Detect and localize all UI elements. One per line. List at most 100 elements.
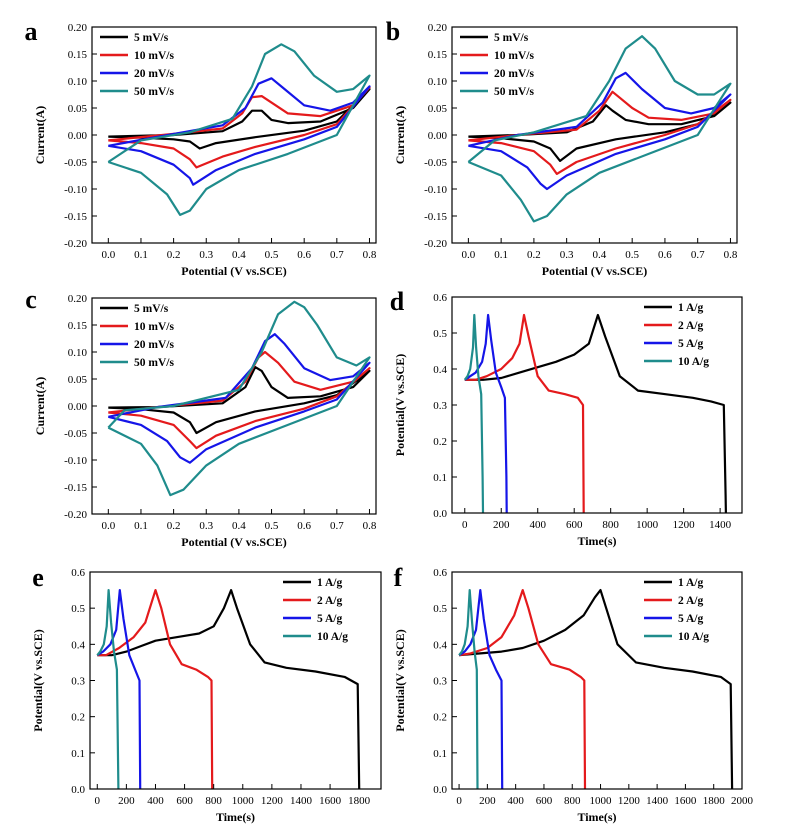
series-line-0	[97, 589, 361, 789]
series-line-2	[464, 313, 508, 513]
legend-label: 5 mV/s	[134, 303, 169, 315]
x-tick-label: 400	[147, 795, 164, 807]
x-tick-label: 1200	[261, 795, 284, 807]
x-tick-label: 0.3	[199, 249, 213, 261]
x-tick-label: 1800	[348, 795, 371, 807]
y-tick-label: -0.15	[64, 482, 87, 494]
legend: 1 A/g 2 A/g 5 A/g 10 A/g	[644, 577, 709, 643]
x-axis-title: Time(s)	[216, 810, 255, 824]
x-tick-label: 0.7	[330, 520, 344, 532]
y-tick-label: 0.3	[433, 676, 447, 688]
y-tick-label: -0.20	[424, 238, 447, 250]
x-axis-title: Potential (V vs.SCE)	[181, 535, 286, 549]
panel-label: e	[32, 563, 44, 592]
x-tick-label: 0.5	[625, 249, 639, 261]
x-tick-label: 1400	[646, 795, 669, 807]
y-tick-label: 0.1	[71, 748, 85, 760]
y-tick-label: 0.15	[68, 49, 88, 61]
x-tick-label: 600	[566, 519, 583, 531]
y-tick-label: 0.20	[68, 293, 88, 305]
x-tick-label: 0.8	[363, 520, 377, 532]
legend-label: 50 mV/s	[134, 357, 174, 369]
series-line-3	[107, 43, 371, 216]
x-tick-label: 0	[462, 519, 468, 531]
y-tick-label: 0.6	[71, 567, 85, 579]
series-line-0	[108, 88, 371, 150]
series-line-1	[97, 589, 214, 789]
legend-label: 5 A/g	[678, 338, 703, 350]
legend-label: 10 mV/s	[494, 50, 534, 62]
series-line-0	[468, 101, 732, 162]
legend-label: 2 A/g	[678, 320, 703, 332]
y-tick-label: -0.10	[424, 184, 447, 196]
y-axis-title: Current(A)	[33, 106, 47, 164]
y-tick-label: 0.1	[433, 472, 447, 484]
legend-label: 1 A/g	[317, 577, 342, 589]
x-tick-label: 0.4	[232, 520, 246, 532]
y-tick-label: 0.05	[68, 374, 88, 386]
legend-label: 5 A/g	[317, 613, 342, 625]
y-tick-label: 0.4	[433, 364, 447, 376]
x-tick-label: 0.0	[101, 520, 115, 532]
y-axis-title: Potential(V vs.SCE)	[393, 629, 407, 731]
x-tick-label: 0.6	[658, 249, 672, 261]
y-tick-label: 0.05	[428, 103, 448, 115]
x-tick-label: 0.8	[363, 249, 377, 261]
y-tick-label: 0.0	[433, 508, 447, 520]
series-line-0	[459, 589, 734, 789]
series-line-0	[108, 366, 371, 435]
legend: 5 mV/s 10 mV/s 20 mV/s 50 mV/s	[100, 303, 174, 369]
legend-label: 10 A/g	[678, 356, 709, 368]
y-axis-title: Current(A)	[33, 377, 47, 435]
y-tick-label: 0.15	[428, 49, 448, 61]
x-tick-label: 0.2	[527, 249, 541, 261]
y-tick-label: 0.10	[68, 347, 88, 359]
x-tick-label: 0.1	[134, 520, 148, 532]
x-tick-label: 1200	[618, 795, 641, 807]
x-tick-label: 400	[507, 795, 524, 807]
x-tick-label: 1600	[319, 795, 342, 807]
x-tick-label: 200	[118, 795, 135, 807]
series-line-2	[96, 589, 142, 789]
series-line-2	[468, 71, 732, 191]
x-tick-label: 0.6	[297, 249, 311, 261]
x-tick-label: 0.0	[101, 249, 115, 261]
y-tick-label: -0.10	[64, 184, 87, 196]
x-tick-label: 0.6	[297, 520, 311, 532]
legend-label: 20 mV/s	[494, 68, 534, 80]
y-tick-label: -0.15	[424, 211, 447, 223]
series-line-3	[107, 300, 371, 497]
panel-e: 0 200 400 600 800 1000 1200 1400 1600 1800 0.0 0.1 0…	[31, 563, 382, 824]
y-tick-label: -0.15	[64, 211, 87, 223]
y-tick-label: 0.2	[71, 712, 85, 724]
x-tick-label: 0.3	[199, 520, 213, 532]
y-tick-label: -0.05	[64, 428, 87, 440]
x-tick-label: 2000	[731, 795, 754, 807]
y-tick-label: 0.0	[433, 784, 447, 796]
x-tick-label: 0.3	[560, 249, 574, 261]
y-axis-title: Potential(V vs.SCE)	[393, 354, 407, 456]
y-tick-label: 0.4	[433, 639, 447, 651]
y-tick-label: 0.5	[71, 603, 85, 615]
panel-a: 0.0 0.1 0.2 0.3 0.4 0.5 0.6 0.7 0.8 -0.20 -0.15 -0.…	[25, 17, 377, 278]
y-tick-label: 0.0	[71, 784, 85, 796]
x-tick-label: 0.1	[134, 249, 148, 261]
x-tick-label: 0.1	[494, 249, 508, 261]
x-tick-label: 800	[564, 795, 581, 807]
x-tick-label: 800	[205, 795, 222, 807]
series-line-3	[467, 35, 732, 223]
series-line-1	[108, 350, 371, 450]
x-tick-label: 0	[456, 795, 462, 807]
y-tick-label: 0.3	[71, 676, 85, 688]
legend-label: 1 A/g	[678, 577, 703, 589]
x-tick-label: 1200	[673, 519, 696, 531]
panel-label: d	[390, 287, 405, 316]
x-axis-title: Potential (V vs.SCE)	[181, 264, 286, 278]
series-line-1	[108, 86, 371, 169]
legend-label: 1 A/g	[678, 302, 703, 314]
legend-label: 50 mV/s	[494, 86, 534, 98]
x-axis-title: Time(s)	[577, 534, 616, 548]
x-tick-label: 1000	[232, 795, 255, 807]
y-axis-title: Potential(V vs.SCE)	[31, 629, 45, 731]
x-tick-label: 400	[529, 519, 546, 531]
